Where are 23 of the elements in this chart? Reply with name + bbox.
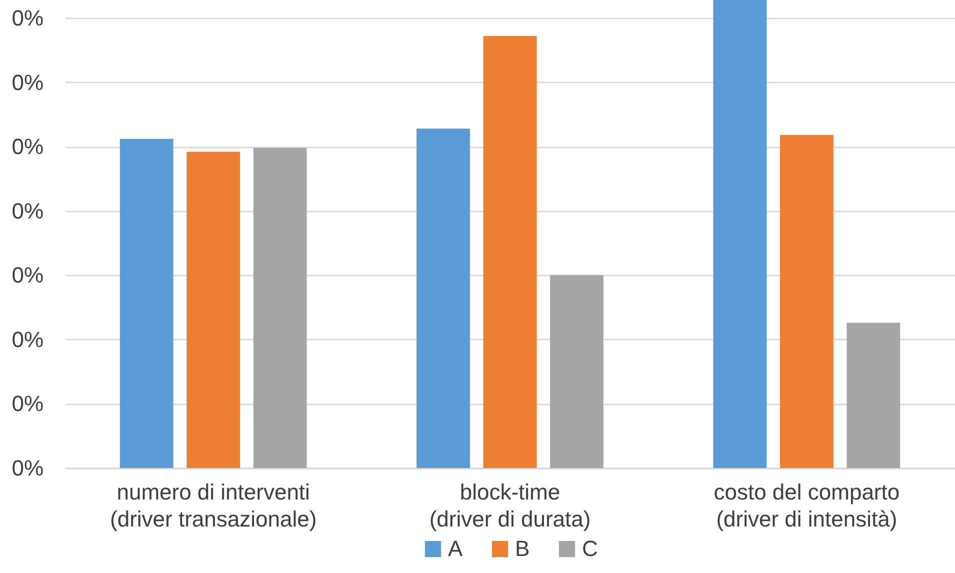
y-tick-label: 0% — [12, 456, 44, 480]
bar — [550, 275, 604, 468]
y-tick-label: 0% — [12, 6, 44, 30]
y-tick-label: 0% — [12, 198, 44, 224]
y-tick-label: 0% — [12, 262, 44, 288]
legend-label: C — [582, 536, 598, 561]
bar — [846, 322, 900, 468]
y-tick-label: 0% — [12, 70, 44, 95]
legend-label: B — [515, 536, 530, 561]
legend-label: A — [448, 536, 463, 561]
x-tick-label: numero di interventi (driver transazionale) — [110, 480, 317, 532]
bar — [186, 152, 240, 468]
x-tick-label: costo del comparto (driver di intensità) — [714, 480, 900, 532]
y-tick-label: 0% — [12, 134, 44, 160]
x-tick-label: block-time (driver di durata) — [429, 480, 591, 532]
bar — [416, 128, 470, 468]
bar — [120, 138, 174, 468]
bar — [713, 0, 767, 468]
bar — [780, 135, 834, 468]
y-tick-label: 0% — [12, 326, 44, 352]
bar — [253, 148, 307, 468]
bar — [483, 36, 537, 468]
y-tick-label: 0% — [12, 391, 44, 416]
